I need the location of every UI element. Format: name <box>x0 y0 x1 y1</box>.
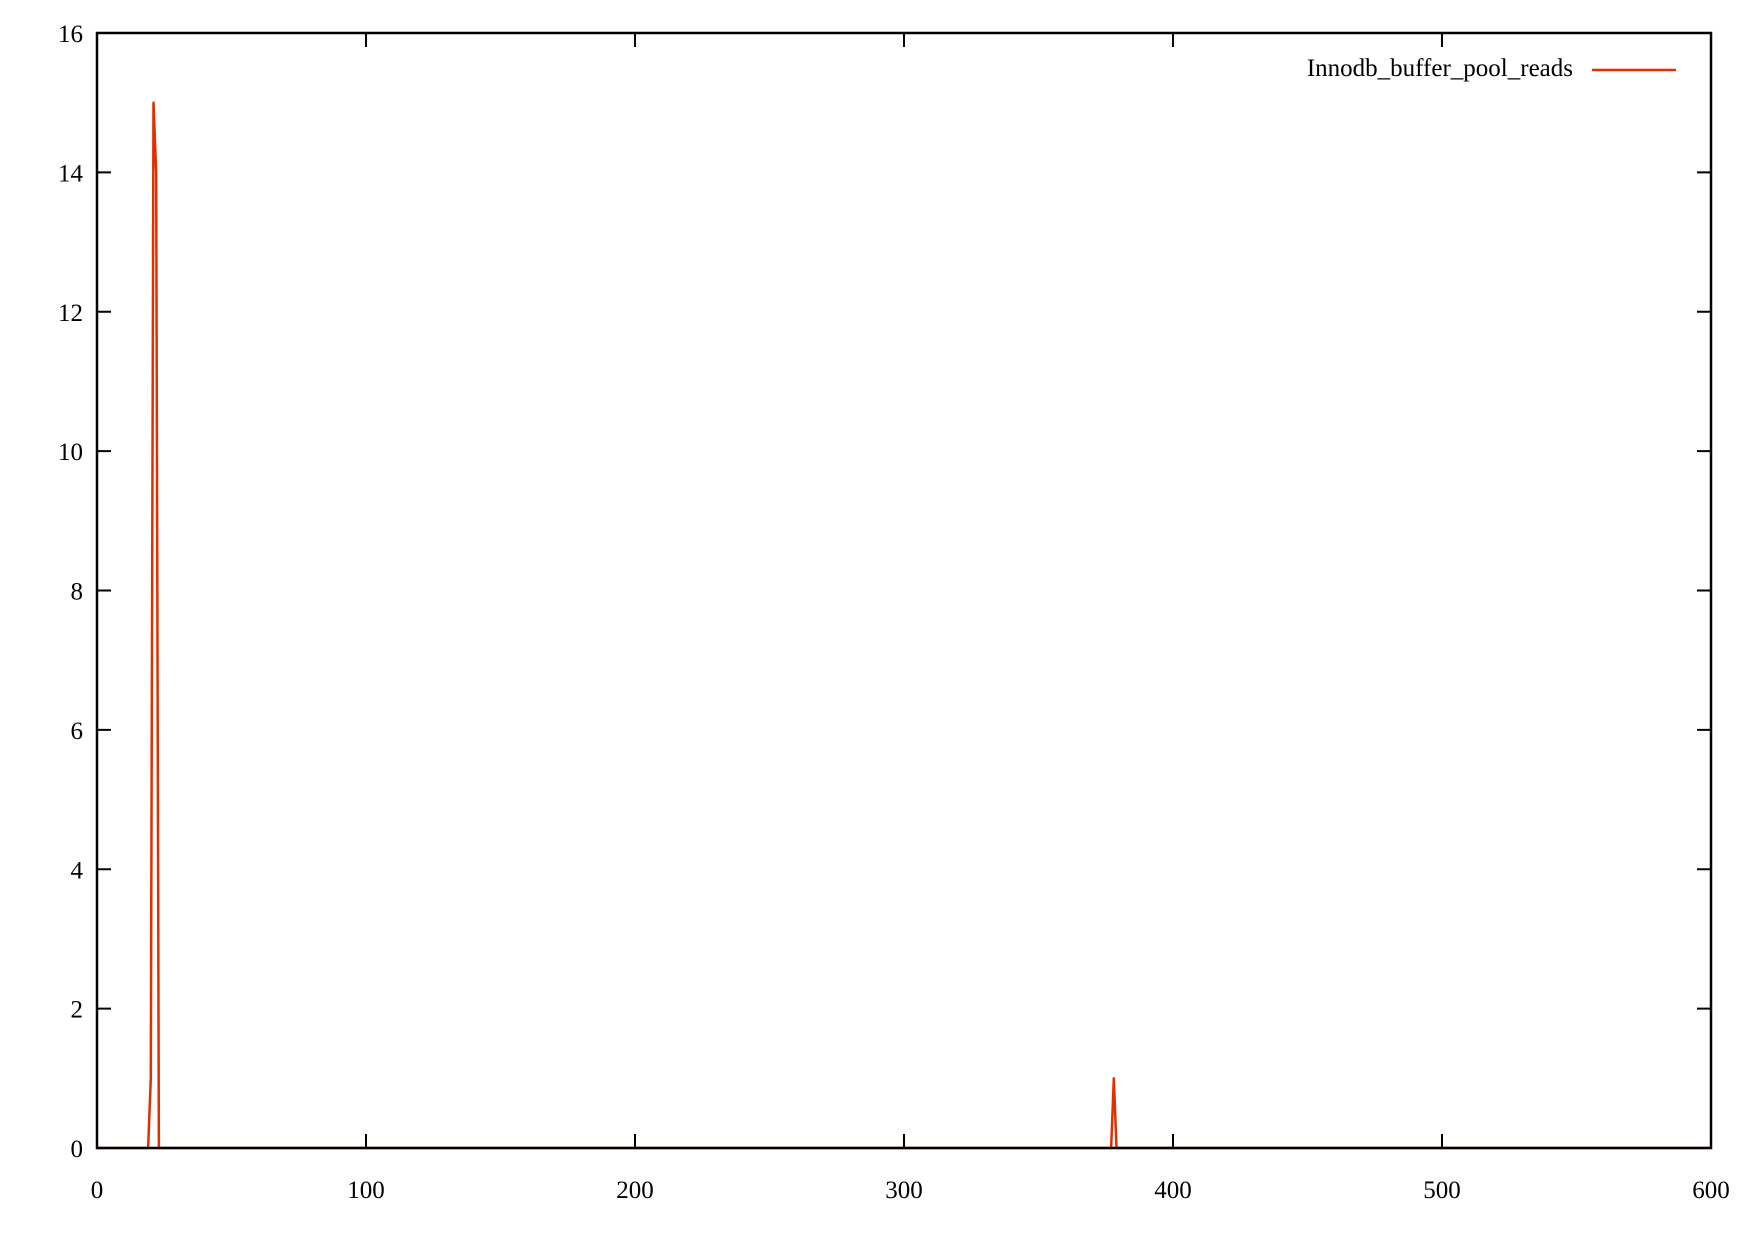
y-tick-label: 14 <box>58 160 84 187</box>
y-tick-label: 2 <box>71 997 84 1024</box>
x-tick-label: 100 <box>347 1177 385 1204</box>
y-tick-label: 0 <box>71 1136 84 1163</box>
y-tick-label: 10 <box>58 439 83 466</box>
y-tick-label: 12 <box>58 300 83 327</box>
legend: Innodb_buffer_pool_reads <box>1307 55 1676 82</box>
x-tick-label: 600 <box>1692 1177 1730 1204</box>
series-line-innodb-buffer-pool-reads <box>97 101 1709 1150</box>
x-tick-label: 200 <box>616 1177 654 1204</box>
y-tick-label: 4 <box>71 857 84 884</box>
y-tick-label: 6 <box>71 718 84 745</box>
x-tick-label: 300 <box>885 1177 923 1204</box>
x-tick-label: 400 <box>1154 1177 1192 1204</box>
y-tick-label: 16 <box>58 21 83 48</box>
x-tick-label: 0 <box>91 1177 104 1204</box>
legend-label: Innodb_buffer_pool_reads <box>1307 55 1573 82</box>
x-tick-label: 500 <box>1423 1177 1461 1204</box>
plot-frame <box>95 31 1713 1150</box>
y-tick-label: 8 <box>71 579 84 606</box>
